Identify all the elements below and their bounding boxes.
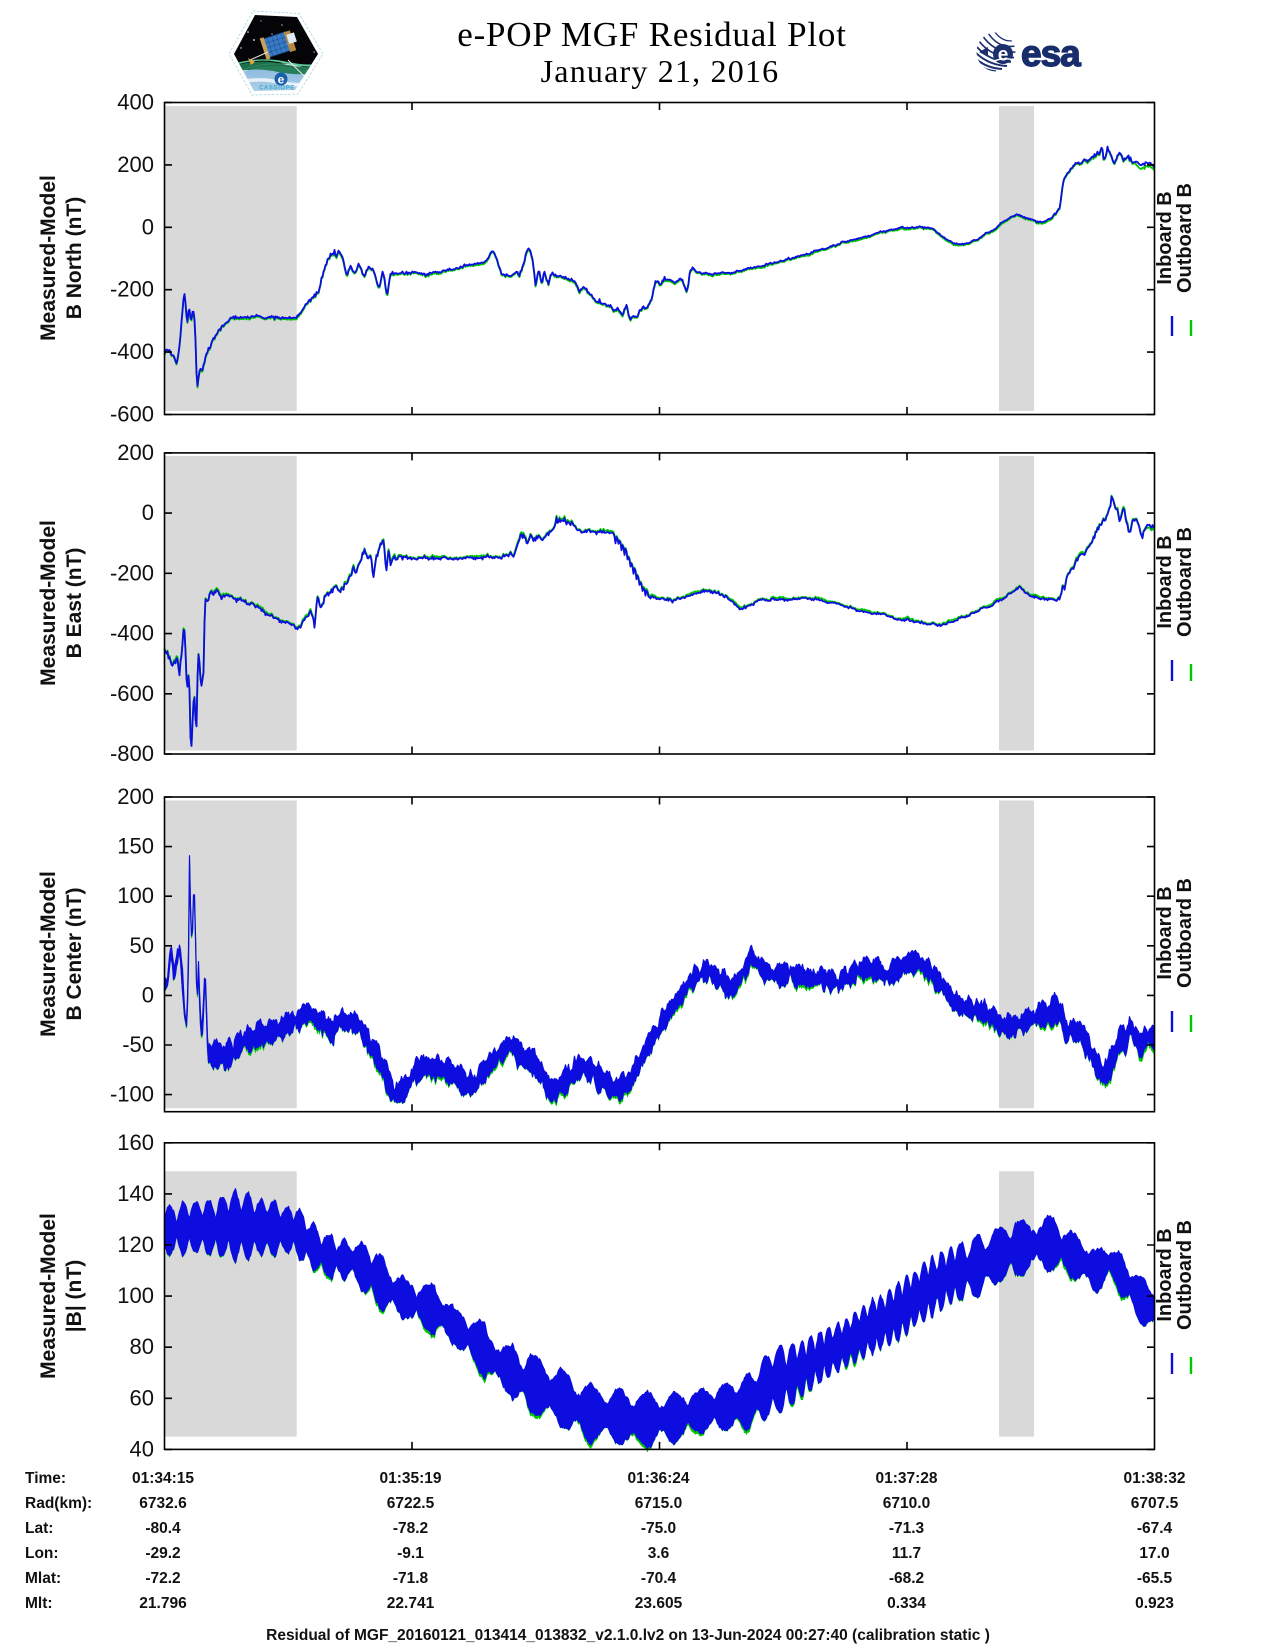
svg-text:0.334: 0.334 [887, 1595, 926, 1612]
svg-text:400: 400 [117, 90, 154, 115]
svg-text:e: e [278, 73, 285, 87]
svg-text:100: 100 [117, 883, 154, 908]
svg-text:January 21, 2016: January 21, 2016 [541, 53, 780, 89]
svg-text:-50: -50 [122, 1032, 154, 1057]
svg-text:CASSIOPE: CASSIOPE [259, 86, 295, 92]
svg-text:Inboard B: Inboard B [1154, 191, 1176, 284]
svg-text:-80.4: -80.4 [145, 1520, 181, 1537]
svg-text:Inboard B: Inboard B [1154, 1228, 1176, 1321]
svg-text:6722.5: 6722.5 [387, 1495, 435, 1512]
svg-text:-70.4: -70.4 [641, 1570, 677, 1587]
svg-text:6715.0: 6715.0 [635, 1495, 682, 1512]
svg-text:-600: -600 [110, 402, 154, 427]
svg-text:6707.5: 6707.5 [1131, 1495, 1179, 1512]
svg-text:Lon:: Lon: [25, 1545, 59, 1562]
svg-text:-29.2: -29.2 [145, 1545, 180, 1562]
svg-text:Outboard B: Outboard B [1174, 183, 1196, 293]
svg-text:Measured-Model: Measured-Model [37, 1213, 60, 1379]
svg-text:0.923: 0.923 [1135, 1595, 1174, 1612]
svg-text:17.0: 17.0 [1139, 1545, 1169, 1562]
svg-text:|B| (nT): |B| (nT) [63, 1260, 86, 1332]
svg-text:0: 0 [142, 214, 154, 239]
svg-text:80: 80 [130, 1334, 154, 1359]
svg-text:-72.2: -72.2 [145, 1570, 180, 1587]
svg-text:200: 200 [117, 784, 154, 809]
svg-text:01:37:28: 01:37:28 [875, 1470, 937, 1487]
svg-text:140: 140 [117, 1181, 154, 1206]
svg-text:Lat:: Lat: [25, 1520, 53, 1537]
svg-text:-67.4: -67.4 [1137, 1520, 1173, 1537]
svg-text:-600: -600 [110, 681, 154, 706]
svg-text:6710.0: 6710.0 [883, 1495, 930, 1512]
svg-text:Outboard B: Outboard B [1174, 878, 1196, 988]
svg-text:01:34:15: 01:34:15 [132, 1470, 194, 1487]
svg-text:-100: -100 [110, 1082, 154, 1107]
svg-text:0: 0 [142, 500, 154, 525]
svg-text:11.7: 11.7 [892, 1545, 921, 1562]
svg-text:200: 200 [117, 440, 154, 465]
svg-text:esa: esa [1021, 33, 1081, 74]
svg-text:Inboard B: Inboard B [1154, 886, 1176, 979]
svg-text:01:36:24: 01:36:24 [627, 1470, 689, 1487]
svg-text:21.796: 21.796 [139, 1595, 187, 1612]
svg-text:-9.1: -9.1 [397, 1545, 424, 1562]
svg-text:Mlt:: Mlt: [25, 1595, 53, 1612]
svg-text:60: 60 [130, 1385, 154, 1410]
svg-text:Time:: Time: [25, 1470, 66, 1487]
svg-text:B Center (nT): B Center (nT) [63, 888, 86, 1021]
svg-text:100: 100 [117, 1283, 154, 1308]
svg-text:B North (nT): B North (nT) [63, 197, 86, 319]
svg-text:B East (nT): B East (nT) [63, 548, 86, 659]
svg-text:3.6: 3.6 [648, 1545, 670, 1562]
svg-text:Inboard B: Inboard B [1154, 535, 1176, 628]
svg-text:-71.8: -71.8 [393, 1570, 429, 1587]
svg-text:160: 160 [117, 1130, 154, 1155]
svg-text:50: 50 [130, 933, 154, 958]
svg-text:-200: -200 [110, 560, 154, 585]
svg-text:Rad(km):: Rad(km): [25, 1495, 92, 1512]
svg-text:e: e [998, 45, 1009, 66]
svg-text:0: 0 [142, 982, 154, 1007]
svg-text:200: 200 [117, 152, 154, 177]
svg-text:-65.5: -65.5 [1137, 1570, 1173, 1587]
svg-text:Outboard B: Outboard B [1174, 1220, 1196, 1330]
svg-text:01:38:32: 01:38:32 [1123, 1470, 1185, 1487]
svg-text:-400: -400 [110, 621, 154, 646]
svg-text:Residual of MGF_20160121_01341: Residual of MGF_20160121_013414_013832_v… [266, 1627, 990, 1644]
svg-text:-75.0: -75.0 [641, 1520, 676, 1537]
svg-text:22.741: 22.741 [387, 1595, 435, 1612]
svg-text:6732.6: 6732.6 [139, 1495, 187, 1512]
svg-text:-78.2: -78.2 [393, 1520, 428, 1537]
svg-text:150: 150 [117, 834, 154, 859]
svg-text:01:35:19: 01:35:19 [379, 1470, 441, 1487]
svg-text:Outboard B: Outboard B [1174, 527, 1196, 637]
svg-text:-68.2: -68.2 [889, 1570, 924, 1587]
svg-text:Mlat:: Mlat: [25, 1570, 61, 1587]
svg-text:Measured-Model: Measured-Model [37, 520, 60, 686]
svg-text:-400: -400 [110, 339, 154, 364]
svg-text:e-POP MGF Residual Plot: e-POP MGF Residual Plot [457, 15, 847, 54]
svg-text:23.605: 23.605 [635, 1595, 683, 1612]
svg-text:Measured-Model: Measured-Model [37, 175, 60, 341]
svg-text:-71.3: -71.3 [889, 1520, 925, 1537]
svg-text:-800: -800 [110, 741, 154, 766]
svg-text:40: 40 [130, 1436, 154, 1461]
svg-text:-200: -200 [110, 277, 154, 302]
svg-text:Measured-Model: Measured-Model [37, 871, 60, 1037]
svg-text:120: 120 [117, 1232, 154, 1257]
